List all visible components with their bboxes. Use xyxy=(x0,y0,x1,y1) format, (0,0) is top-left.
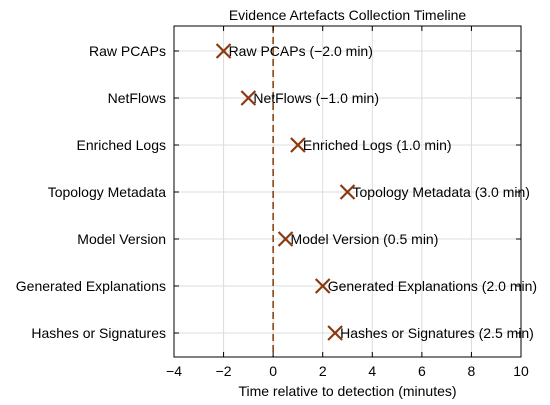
x-tick-label: 2 xyxy=(319,363,327,379)
data-label: Raw PCAPs (−2.0 min) xyxy=(229,43,373,59)
y-tick-label: Topology Metadata xyxy=(48,184,167,200)
y-tick-label: Model Version xyxy=(77,231,166,247)
grid xyxy=(173,26,522,357)
data-point xyxy=(277,231,294,247)
x-marker-stroke xyxy=(327,325,343,341)
data-label: NetFlows (−1.0 min) xyxy=(253,90,379,106)
x-marker-stroke xyxy=(314,278,331,294)
data-labels: Raw PCAPs (−2.0 min) NetFlows (−1.0 min) E… xyxy=(229,43,537,341)
x-marker-stroke xyxy=(240,90,257,106)
x-axis-label: Time relative to detection (minutes) xyxy=(238,383,456,399)
x-axis: −4 −2 0 2 4 6 8 10 xyxy=(166,26,529,379)
data-point xyxy=(215,43,232,59)
data-label: Model Version (0.5 min) xyxy=(291,231,439,247)
x-tick-label: −4 xyxy=(166,363,182,379)
y-tick-label: Hashes or Signatures xyxy=(31,325,166,341)
data-point xyxy=(327,325,343,341)
x-marker-stroke xyxy=(339,184,356,200)
data-point xyxy=(339,184,356,200)
data-label: Hashes or Signatures (2.5 min) xyxy=(340,325,534,341)
data-point xyxy=(290,137,306,153)
x-marker-stroke xyxy=(215,43,232,59)
chart-title: Evidence Artefacts Collection Timeline xyxy=(229,7,467,23)
x-marker-stroke xyxy=(290,137,306,153)
y-axis: Raw PCAPs NetFlows Enriched Logs Topology M… xyxy=(16,43,521,341)
x-tick-label: 10 xyxy=(513,363,529,379)
markers xyxy=(215,43,356,341)
x-tick-label: 8 xyxy=(468,363,476,379)
data-label: Topology Metadata (3.0 min) xyxy=(353,184,530,200)
x-tick-label: 0 xyxy=(269,363,277,379)
x-marker-stroke xyxy=(277,231,294,247)
data-point xyxy=(240,90,257,106)
y-tick-label: Enriched Logs xyxy=(76,137,166,153)
x-tick-label: 4 xyxy=(368,363,376,379)
data-label: Enriched Logs (1.0 min) xyxy=(303,137,452,153)
y-tick-label: Generated Explanations xyxy=(16,278,166,294)
y-tick-label: NetFlows xyxy=(108,90,166,106)
x-tick-label: −2 xyxy=(216,363,232,379)
x-tick-label: 6 xyxy=(418,363,426,379)
data-point xyxy=(314,278,331,294)
data-label: Generated Explanations (2.0 min) xyxy=(328,278,537,294)
y-tick-label: Raw PCAPs xyxy=(89,43,166,59)
